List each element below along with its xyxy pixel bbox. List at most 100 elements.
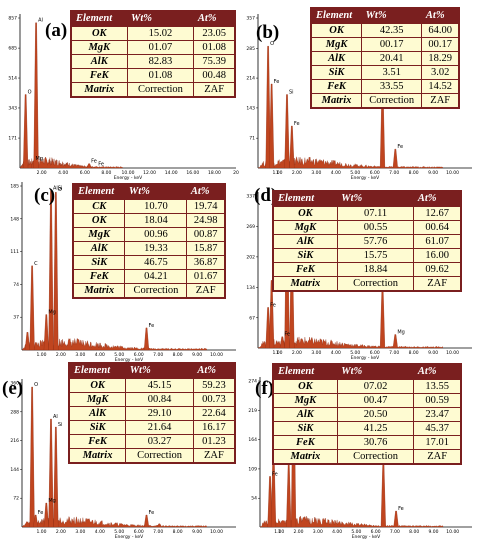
spectrum-peak — [267, 476, 273, 528]
table-header-cell: Wt% — [361, 8, 422, 24]
element-cell: OK — [273, 379, 338, 394]
x-tick-label: 8.00 — [409, 170, 419, 176]
table-row: OK 15.02 23.05 — [71, 26, 235, 41]
x-tick-label: 3.00 — [311, 350, 321, 356]
element-cell: FeK — [69, 434, 126, 449]
x-tick-label: 9.00 — [428, 350, 438, 356]
x-tick-label: 10.00 — [446, 350, 459, 356]
table-row: Matrix Correction ZAF — [273, 276, 461, 291]
spectrum-chart: 37 74 111 148 185 1.00 2.00 3.00 4.00 5.00 6.00 7.0… — [10, 182, 236, 363]
at-cell: 18.29 — [421, 51, 459, 66]
table-row: AlK 20.50 23.47 — [273, 407, 461, 422]
table-row: AlK 82.83 75.39 — [71, 54, 235, 69]
peak-label: Si — [289, 89, 294, 95]
y-tick-label: 171 — [8, 136, 17, 142]
x-tick-label: 5.00 — [351, 529, 361, 535]
element-cell: SiK — [69, 420, 126, 435]
panel-letter: (c) — [34, 185, 56, 206]
peak-label: Mg — [397, 329, 405, 335]
x-tick-label: 5.00 — [350, 170, 360, 176]
element-cell: SiK — [273, 421, 338, 436]
table-row: MgK 00.84 00.73 — [69, 392, 235, 407]
y-tick-label: 514 — [8, 76, 17, 82]
table-row: OK 18.04 24.98 — [73, 213, 225, 228]
table-header-cell: Element — [71, 11, 128, 27]
y-tick-label: 214 — [246, 76, 255, 82]
element-cell: Matrix — [73, 283, 125, 298]
element-cell: MgK — [71, 40, 128, 55]
x-axis-label: Energy - keV — [115, 357, 144, 363]
spectrum-chart: 71 143 214 285 357 1.00 2.00 3.00 4.00 5.00 6.00 7.… — [246, 14, 472, 181]
wt-cell: 20.50 — [336, 407, 414, 422]
wt-cell: 15.02 — [126, 26, 194, 41]
table-row: MgK 00.96 00.87 — [73, 227, 225, 242]
element-cell: FeK — [273, 435, 338, 450]
spectrum-peak — [86, 163, 92, 169]
at-cell: 24.98 — [186, 213, 225, 228]
x-tick-label: 8.00 — [409, 350, 419, 356]
at-cell: 00.87 — [186, 227, 225, 242]
wt-cell: 33.55 — [361, 79, 422, 94]
spectrum-peak — [48, 418, 54, 528]
spectrum-peak — [392, 148, 398, 169]
wt-cell: 41.25 — [336, 421, 414, 436]
x-tick-label: 8.00 — [173, 352, 183, 358]
x-tick-label: 2.00 — [56, 529, 66, 535]
x-tick-label: 5.00 — [114, 352, 124, 358]
peak-label: Fe — [149, 510, 155, 516]
x-tick-label: 10.00 — [122, 170, 135, 176]
element-cell: FeK — [273, 262, 338, 277]
wt-cell: 57.76 — [336, 234, 414, 249]
peak-label: Fe — [38, 510, 44, 516]
y-tick-label: 111 — [10, 249, 19, 255]
table-row: FeK 03.27 01.23 — [69, 434, 235, 449]
x-tick-label: 7.00 — [153, 529, 163, 535]
spectrum-chart: 171 343 514 685 857 2.00 4.00 6.00 8.00 10.00 12.0… — [8, 14, 239, 181]
y-tick-label: 185 — [10, 184, 19, 190]
table-row: SiK 21.64 16.17 — [69, 420, 235, 435]
wt-cell: 42.35 — [361, 23, 422, 38]
wt-cell: 01.08 — [126, 68, 194, 83]
element-cell: MgK — [273, 393, 338, 408]
composition-table: Element Wt% At% OK 07.02 13.55 MgK 00.47 00.59 Al… — [272, 363, 462, 465]
table-row: Matrix Correction ZAF — [273, 449, 461, 464]
table-row: Matrix Correction ZAF — [73, 283, 225, 298]
at-cell: 14.52 — [421, 79, 459, 94]
at-cell: 3.02 — [421, 65, 459, 80]
composition-table: Element Wt% At% OK 15.02 23.05 MgK 01.07 01.08 Al… — [70, 10, 236, 98]
at-cell: 23.47 — [413, 407, 461, 422]
table-header-row: Element Wt% At% — [71, 11, 235, 27]
wt-cell: 00.47 — [336, 393, 414, 408]
element-cell: Matrix — [311, 93, 362, 108]
element-cell: AlK — [311, 51, 362, 66]
x-tick-label: 3.00 — [75, 529, 85, 535]
x-tick-label: 10.00 — [210, 529, 223, 535]
x-tick-label: 7.00 — [389, 350, 399, 356]
element-cell: AlK — [273, 407, 338, 422]
x-tick-label: 4.00 — [331, 350, 341, 356]
table-header-cell: At% — [186, 184, 225, 200]
peak-label: Al — [38, 18, 43, 24]
x-axis-label: Energy - keV — [115, 534, 144, 540]
y-tick-label: 202 — [246, 254, 255, 260]
element-cell: CK — [73, 199, 125, 214]
table-header-cell: Wt% — [124, 184, 187, 200]
table-row: OK 42.35 64.00 — [311, 23, 459, 38]
at-cell: ZAF — [193, 82, 235, 97]
x-tick-label: 3.00 — [75, 352, 85, 358]
peak-label: Fe — [284, 332, 290, 338]
x-tick-label: 4.00 — [332, 529, 342, 535]
table-row: MgK 00.47 00.59 — [273, 393, 461, 408]
wt-cell: 15.75 — [336, 248, 414, 263]
composition-table: Element Wt% At% OK 42.35 64.00 MgK 00.17 00.17 Al… — [310, 7, 460, 109]
wt-cell: Correction — [336, 276, 414, 291]
spectrum-peak — [143, 327, 150, 351]
panel-a: 171 343 514 685 857 2.00 4.00 6.00 8.00 10.00 12.0… — [0, 0, 239, 181]
x-tick-label: 10.00 — [446, 529, 459, 535]
spectrum-chart: 72 144 216 288 360 1.00 2.00 3.00 4.00 5.00 6.00 7.… — [10, 379, 236, 540]
at-cell: ZAF — [192, 448, 235, 463]
at-cell: 00.48 — [193, 68, 235, 83]
table-row: Matrix Correction ZAF — [311, 93, 459, 108]
x-tick-label: 3.00 — [313, 529, 323, 535]
wt-cell: 82.83 — [126, 54, 194, 69]
